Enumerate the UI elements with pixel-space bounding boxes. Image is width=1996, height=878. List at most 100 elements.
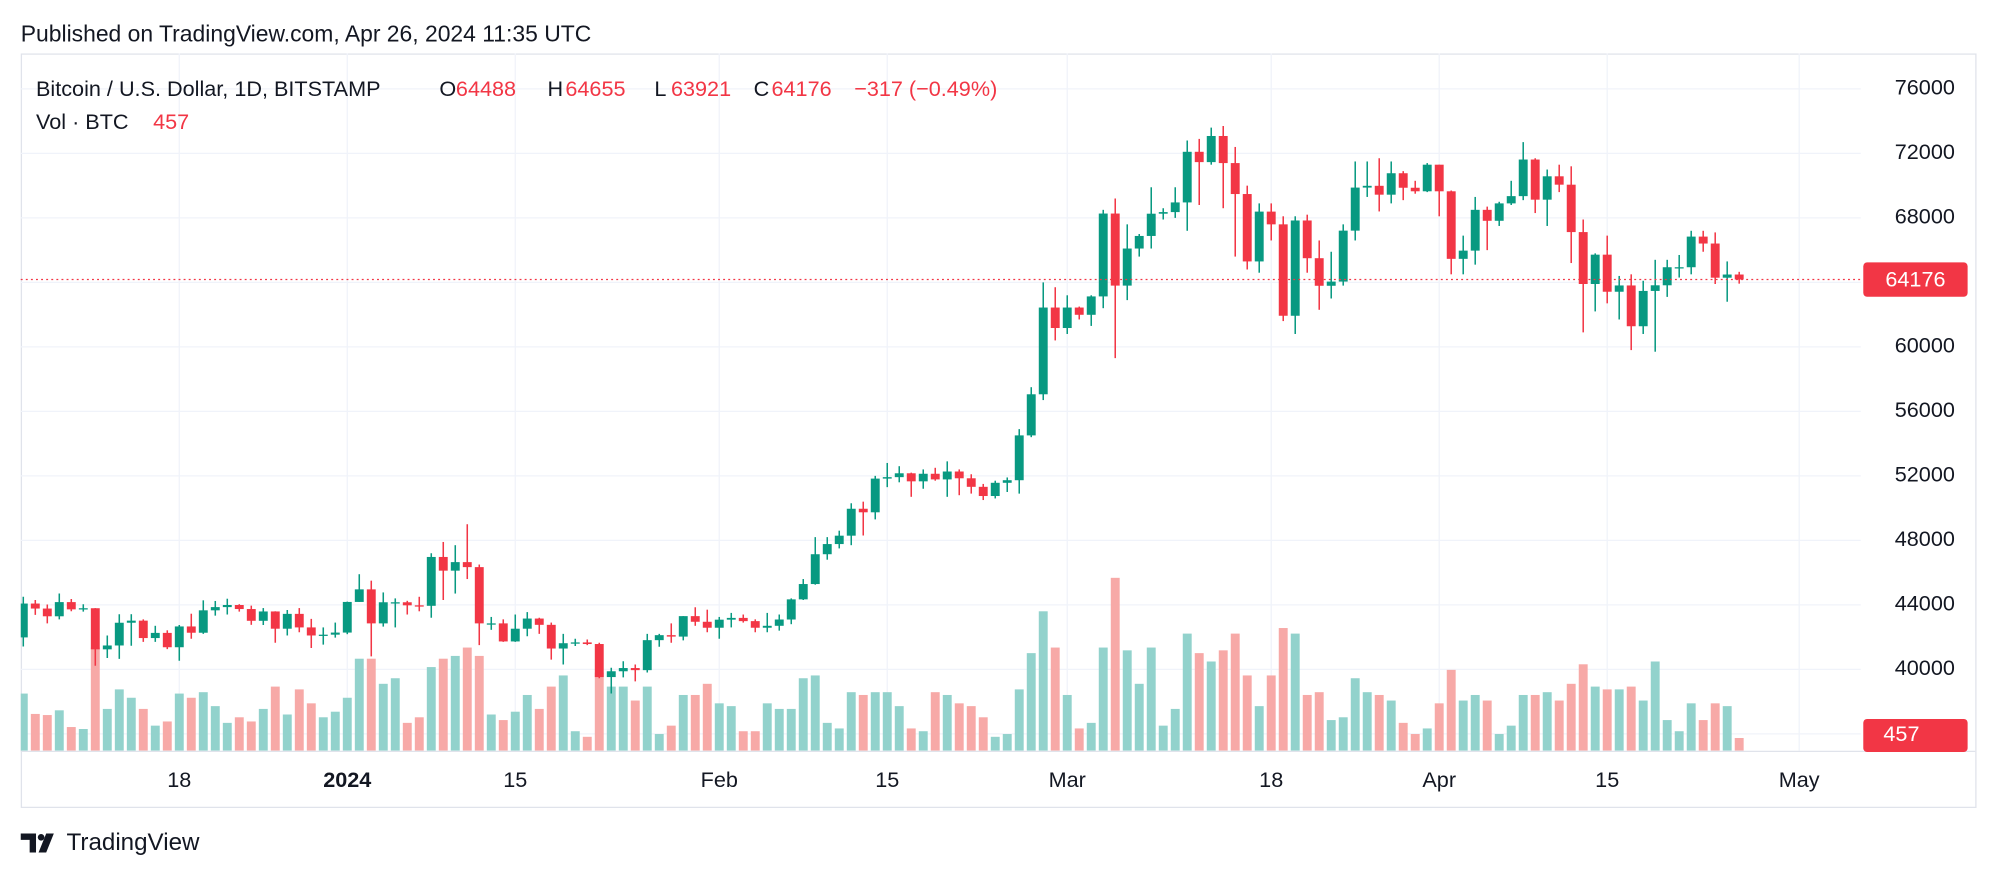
y-tick-label: 72000 bbox=[1895, 139, 1955, 164]
volume-bar bbox=[270, 686, 280, 751]
x-tick-label: 2024 bbox=[323, 767, 371, 792]
volume-bar bbox=[882, 692, 892, 751]
volume-bar bbox=[654, 734, 664, 751]
candle-body bbox=[1134, 235, 1144, 249]
y-tick-label: 56000 bbox=[1895, 397, 1955, 422]
volume-bar bbox=[1374, 694, 1384, 751]
candle-body bbox=[1098, 213, 1108, 297]
candle-body bbox=[1206, 135, 1216, 163]
volume-bar bbox=[1206, 661, 1216, 751]
candle-body bbox=[474, 567, 484, 624]
candle-body bbox=[1578, 232, 1588, 284]
y-tick-label: 76000 bbox=[1895, 75, 1955, 100]
volume-value: 457 bbox=[153, 109, 189, 134]
axes: 3600040000440004800052000560006000064000… bbox=[20, 75, 1976, 792]
candle-body bbox=[114, 622, 124, 646]
volume-bar bbox=[1074, 728, 1084, 751]
candle-body bbox=[834, 535, 844, 545]
candle-body bbox=[150, 632, 160, 639]
volume-bar bbox=[1146, 647, 1156, 751]
volume-bar bbox=[450, 655, 460, 751]
volume-bar bbox=[126, 697, 136, 751]
candle-body bbox=[1362, 185, 1372, 188]
candle-body bbox=[654, 635, 664, 641]
candle-body bbox=[642, 640, 652, 671]
candle-body bbox=[1434, 164, 1444, 192]
candle-body bbox=[90, 608, 100, 650]
high-value: 64655 bbox=[565, 76, 625, 101]
candle-body bbox=[366, 589, 376, 624]
volume-bar bbox=[390, 678, 400, 751]
volume-bar bbox=[1014, 689, 1024, 751]
candle-body bbox=[1242, 194, 1252, 262]
volume-bar bbox=[594, 672, 604, 751]
candle-body bbox=[126, 620, 136, 623]
close-value: 64176 bbox=[772, 76, 832, 101]
x-tick-label: 15 bbox=[1595, 767, 1619, 792]
volume-bar bbox=[1122, 650, 1132, 751]
candle-body bbox=[1554, 176, 1564, 185]
x-tick-label: Apr bbox=[1422, 767, 1456, 792]
volume-bar bbox=[234, 717, 244, 751]
volume-bar bbox=[1170, 708, 1180, 751]
candle-body bbox=[462, 562, 472, 568]
candle-body bbox=[786, 599, 796, 620]
volume-bar bbox=[1290, 633, 1300, 751]
volume-bar bbox=[690, 694, 700, 751]
candle-body bbox=[774, 619, 784, 626]
candle-body bbox=[702, 621, 712, 628]
volume-bar bbox=[1410, 734, 1420, 751]
volume-bar bbox=[1266, 675, 1276, 751]
volume-bar bbox=[762, 703, 772, 751]
volume-bar bbox=[1050, 647, 1060, 751]
candle-body bbox=[1530, 159, 1540, 200]
candle-body bbox=[1182, 151, 1192, 203]
candle-body bbox=[1026, 394, 1036, 436]
candle-body bbox=[294, 613, 304, 628]
volume-bar bbox=[906, 728, 916, 751]
legend: Bitcoin / U.S. Dollar, 1D, BITSTAMP O 64… bbox=[36, 76, 997, 134]
volume-bar bbox=[666, 725, 676, 751]
candle-body bbox=[1302, 220, 1312, 259]
candle-body bbox=[1326, 281, 1336, 286]
volume-bar bbox=[522, 694, 532, 751]
candle-body bbox=[918, 473, 928, 482]
volume-bar bbox=[330, 711, 340, 751]
candle-body bbox=[606, 671, 616, 678]
candle-body bbox=[1446, 191, 1456, 259]
volume-bar bbox=[258, 708, 268, 751]
candle-body bbox=[198, 610, 208, 633]
candle-body bbox=[1290, 220, 1300, 316]
volume-bar bbox=[1686, 703, 1696, 751]
candle-body bbox=[282, 613, 292, 629]
candle-body bbox=[894, 473, 904, 478]
logo-icon bbox=[20, 833, 54, 853]
y-tick-label: 48000 bbox=[1895, 526, 1955, 551]
volume-bar bbox=[1362, 692, 1372, 751]
candle-body bbox=[78, 608, 88, 610]
candle-body bbox=[978, 486, 988, 497]
volume-bar bbox=[822, 722, 832, 751]
candle-body bbox=[270, 611, 280, 629]
volume-bar bbox=[20, 693, 28, 751]
candle-body bbox=[1266, 211, 1276, 225]
volume-bar bbox=[1470, 694, 1480, 751]
candle-body bbox=[522, 618, 532, 629]
x-tick-label: 18 bbox=[1259, 767, 1283, 792]
volume-bar bbox=[1734, 738, 1744, 751]
volume-bar bbox=[114, 689, 124, 751]
volume-bar bbox=[714, 703, 724, 751]
candle-body bbox=[1422, 164, 1432, 192]
candle-body bbox=[1158, 212, 1168, 214]
volume-bar bbox=[1314, 692, 1324, 751]
volume-bar bbox=[1638, 700, 1648, 751]
candle-body bbox=[1086, 296, 1096, 315]
volume-bar bbox=[990, 736, 1000, 751]
volume-bar bbox=[174, 693, 184, 751]
volume-bar bbox=[1590, 686, 1600, 751]
candle-body bbox=[714, 619, 724, 628]
volume-bar bbox=[918, 731, 928, 751]
candle-body bbox=[822, 544, 832, 555]
volume-bar bbox=[414, 717, 424, 751]
y-tick-label: 60000 bbox=[1895, 333, 1955, 358]
